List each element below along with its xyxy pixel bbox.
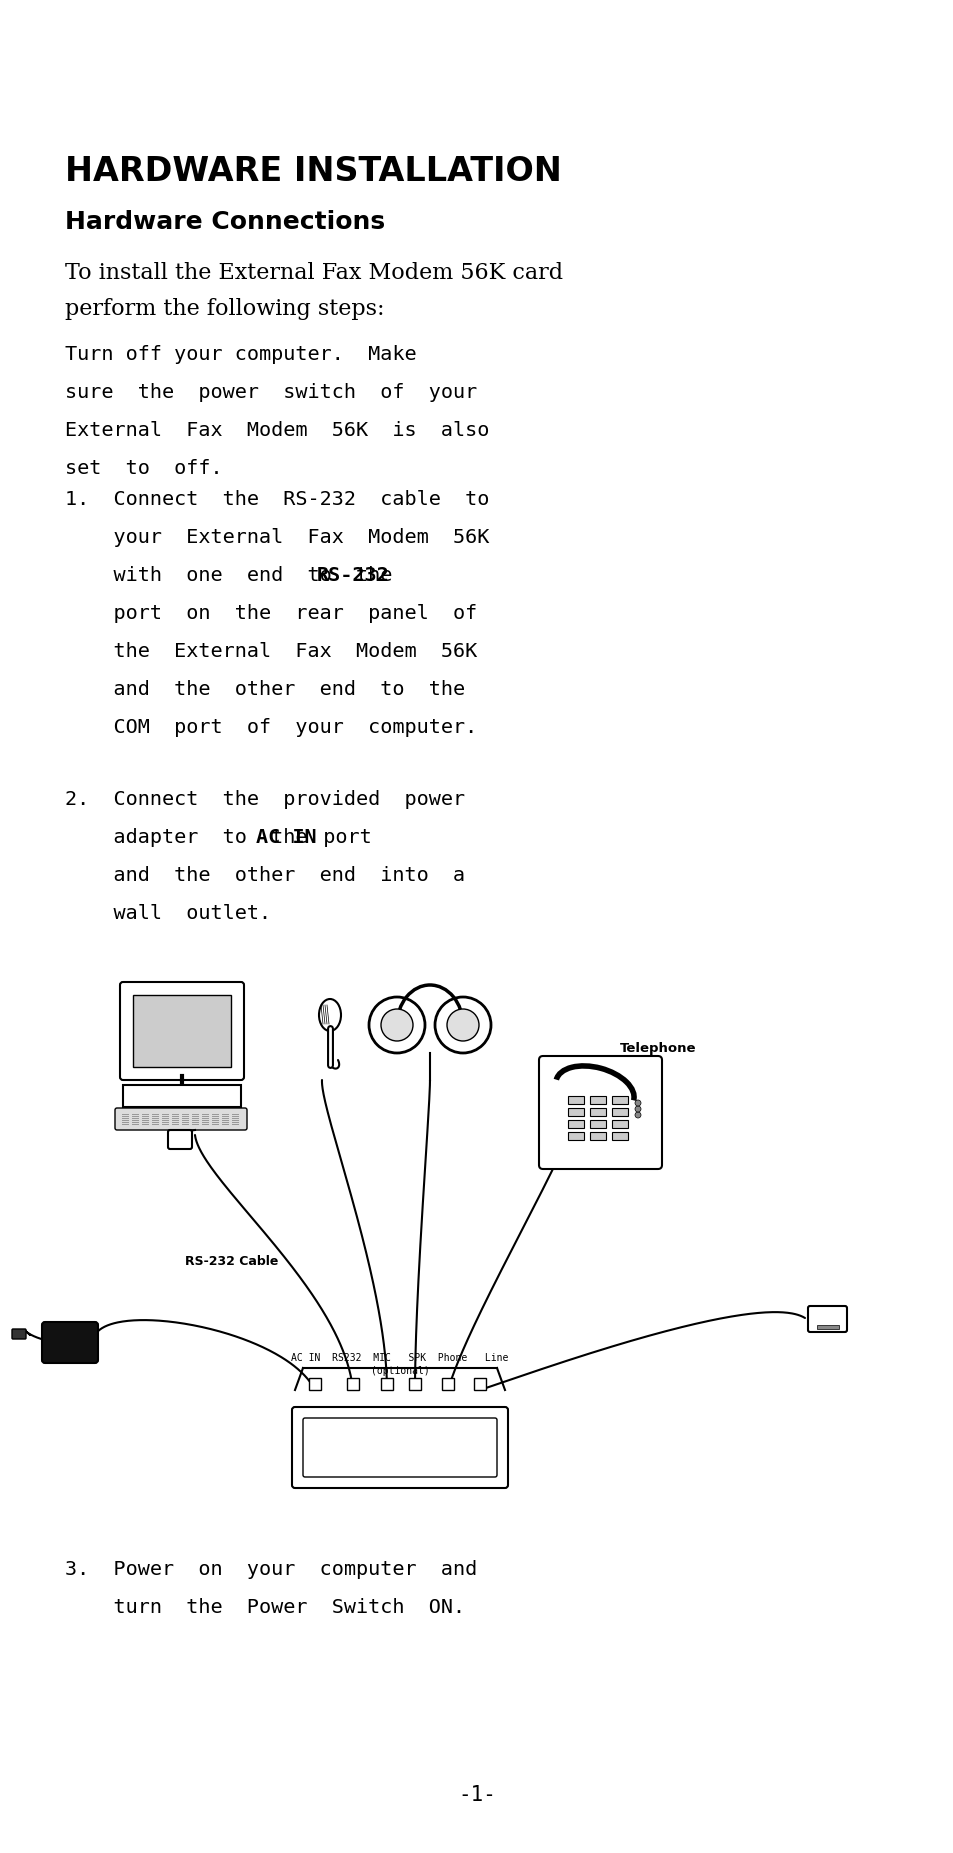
- Bar: [474, 1379, 485, 1390]
- Bar: [309, 1379, 320, 1390]
- Bar: [409, 1379, 420, 1390]
- FancyBboxPatch shape: [42, 1321, 98, 1364]
- Text: turn  the  Power  Switch  ON.: turn the Power Switch ON.: [65, 1597, 465, 1618]
- FancyBboxPatch shape: [292, 1406, 507, 1488]
- Bar: [567, 1119, 583, 1128]
- Bar: [132, 995, 231, 1067]
- Text: Turn off your computer.  Make: Turn off your computer. Make: [65, 345, 416, 363]
- Bar: [123, 1086, 241, 1106]
- FancyBboxPatch shape: [12, 1329, 26, 1340]
- Bar: [347, 1379, 358, 1390]
- Text: AC IN  RS232  MIC   SPK  Phone   Line: AC IN RS232 MIC SPK Phone Line: [291, 1353, 508, 1364]
- Text: your  External  Fax  Modem  56K: your External Fax Modem 56K: [65, 528, 489, 547]
- FancyBboxPatch shape: [303, 1418, 497, 1477]
- Circle shape: [635, 1106, 640, 1112]
- Text: adapter  to  the: adapter to the: [65, 828, 332, 847]
- Text: perform the following steps:: perform the following steps:: [65, 298, 384, 321]
- Text: COM  port  of  your  computer.: COM port of your computer.: [65, 717, 476, 737]
- Bar: [441, 1379, 454, 1390]
- Text: RS-232: RS-232: [316, 565, 389, 586]
- Text: sure  the  power  switch  of  your: sure the power switch of your: [65, 384, 476, 402]
- Bar: [816, 1325, 838, 1329]
- Text: and  the  other  end  to  the: and the other end to the: [65, 680, 465, 699]
- Bar: [612, 1119, 627, 1128]
- Text: with  one  end  to  the: with one end to the: [65, 565, 416, 586]
- Bar: [612, 1108, 627, 1116]
- FancyBboxPatch shape: [120, 982, 244, 1080]
- FancyBboxPatch shape: [807, 1306, 846, 1332]
- Bar: [589, 1095, 605, 1104]
- Text: set  to  off.: set to off.: [65, 460, 222, 478]
- Text: AC IN: AC IN: [255, 828, 316, 847]
- Bar: [380, 1379, 393, 1390]
- Text: 3.  Power  on  your  computer  and: 3. Power on your computer and: [65, 1560, 476, 1579]
- Bar: [567, 1108, 583, 1116]
- Ellipse shape: [318, 999, 340, 1030]
- Text: the  External  Fax  Modem  56K: the External Fax Modem 56K: [65, 641, 476, 662]
- Text: RS-232 Cable: RS-232 Cable: [185, 1254, 278, 1267]
- Circle shape: [380, 1010, 413, 1041]
- Bar: [612, 1095, 627, 1104]
- Bar: [589, 1132, 605, 1140]
- Circle shape: [435, 997, 491, 1053]
- Text: port  on  the  rear  panel  of: port on the rear panel of: [65, 604, 476, 623]
- Bar: [567, 1095, 583, 1104]
- Text: 2.  Connect  the  provided  power: 2. Connect the provided power: [65, 789, 465, 810]
- Text: 1.  Connect  the  RS-232  cable  to: 1. Connect the RS-232 cable to: [65, 489, 489, 510]
- Circle shape: [369, 997, 424, 1053]
- Bar: [589, 1119, 605, 1128]
- Bar: [612, 1132, 627, 1140]
- FancyBboxPatch shape: [168, 1130, 192, 1149]
- Text: Hardware Connections: Hardware Connections: [65, 209, 385, 233]
- Bar: [567, 1132, 583, 1140]
- Text: (optional): (optional): [370, 1366, 429, 1377]
- Circle shape: [447, 1010, 478, 1041]
- Circle shape: [635, 1101, 640, 1106]
- FancyBboxPatch shape: [538, 1056, 661, 1169]
- Text: port: port: [299, 828, 372, 847]
- Text: External  Fax  Modem  56K  is  also: External Fax Modem 56K is also: [65, 421, 489, 439]
- Text: Telephone: Telephone: [619, 1041, 696, 1054]
- Circle shape: [635, 1112, 640, 1117]
- Text: and  the  other  end  into  a: and the other end into a: [65, 865, 465, 886]
- Text: -1-: -1-: [457, 1784, 496, 1805]
- Bar: [589, 1108, 605, 1116]
- Text: wall  outlet.: wall outlet.: [65, 904, 271, 923]
- Text: To install the External Fax Modem 56K card: To install the External Fax Modem 56K ca…: [65, 261, 562, 284]
- Text: HARDWARE INSTALLATION: HARDWARE INSTALLATION: [65, 156, 561, 187]
- FancyBboxPatch shape: [115, 1108, 247, 1130]
